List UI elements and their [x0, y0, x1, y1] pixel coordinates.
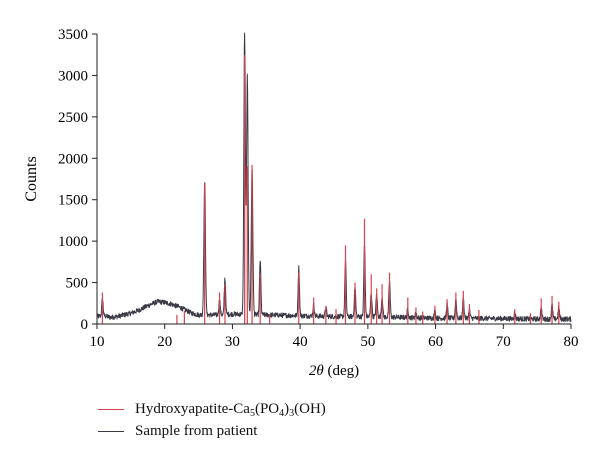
- legend: Hydroxyapatite-Ca5(PO4)3(OH) Sample from…: [98, 398, 326, 442]
- legend-text: (PO: [254, 400, 280, 417]
- axes-layer: 0 500 1000 1500 2000 2500 3000 3500 10 20 30 40 50 60…: [58, 27, 579, 350]
- x-tick-label: 10: [90, 334, 105, 350]
- x-tick-label: 80: [564, 334, 579, 350]
- x-tick-label: 20: [157, 334, 172, 350]
- x-axis-label-unit: (deg): [327, 363, 359, 379]
- y-tick-label: 500: [66, 276, 89, 292]
- legend-text: Hydroxyapatite-Ca: [135, 400, 250, 417]
- x-axis-label: 2θ (deg): [309, 363, 359, 379]
- y-tick-label: 2000: [58, 151, 88, 167]
- x-tick-label: 60: [428, 334, 443, 350]
- legend-swatch-reference: [98, 408, 124, 410]
- legend-subscript: 5: [249, 407, 255, 419]
- x-tick-label: 70: [496, 334, 511, 350]
- x-tick-label: 30: [225, 334, 240, 350]
- legend-subscript: 4: [279, 407, 285, 419]
- x-axis-label-symbol: 2θ: [309, 363, 325, 379]
- y-tick-label: 1000: [58, 234, 88, 250]
- legend-text: ): [284, 400, 290, 417]
- x-tick-label: 40: [293, 334, 308, 350]
- y-axis-label: Counts: [23, 156, 40, 201]
- x-tick-label: 50: [360, 334, 375, 350]
- legend-item-reference: Hydroxyapatite-Ca5(PO4)3(OH): [98, 398, 326, 420]
- legend-item-sample: Sample from patient: [98, 420, 326, 442]
- legend-swatch-sample: [98, 430, 124, 432]
- legend-subscript: 3: [289, 407, 295, 419]
- y-tick-label: 1500: [58, 193, 88, 209]
- y-tick-label: 0: [81, 317, 89, 333]
- legend-label-reference: Hydroxyapatite-Ca5(PO4)3(OH): [135, 400, 326, 419]
- legend-label-sample: Sample from patient: [135, 422, 258, 439]
- y-tick-label: 2500: [58, 110, 88, 126]
- xrd-chart: 0 500 1000 1500 2000 2500 3000 3500 10 20 30 40 50 60…: [23, 27, 579, 379]
- legend-text: (OH): [294, 400, 326, 417]
- series-layer: [96, 32, 572, 324]
- y-tick-label: 3000: [58, 68, 88, 84]
- y-tick-label: 3500: [58, 27, 88, 43]
- sample-series-line: [96, 32, 572, 322]
